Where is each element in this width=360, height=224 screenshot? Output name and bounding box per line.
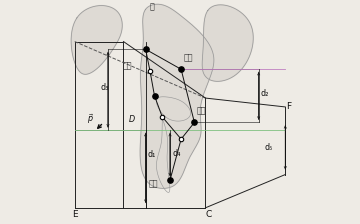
- Text: d₃: d₃: [100, 83, 109, 92]
- Text: D: D: [129, 115, 135, 125]
- Text: 右肩: 右肩: [183, 53, 193, 62]
- Text: 头: 头: [150, 2, 155, 11]
- Text: d₁: d₁: [148, 150, 156, 159]
- Text: E: E: [72, 210, 78, 219]
- Text: $\vec{p}$: $\vec{p}$: [87, 113, 94, 127]
- Text: d₄: d₄: [172, 149, 181, 158]
- Text: 右髋: 右髋: [197, 107, 206, 116]
- Text: d₅: d₅: [264, 143, 273, 152]
- Text: 左髋: 左髋: [149, 180, 158, 189]
- Text: 左肩: 左肩: [122, 61, 132, 70]
- Text: F: F: [286, 102, 291, 111]
- Polygon shape: [140, 4, 214, 188]
- Polygon shape: [202, 5, 253, 81]
- Polygon shape: [71, 6, 122, 74]
- Text: d₂: d₂: [261, 89, 269, 98]
- Text: C: C: [206, 210, 212, 219]
